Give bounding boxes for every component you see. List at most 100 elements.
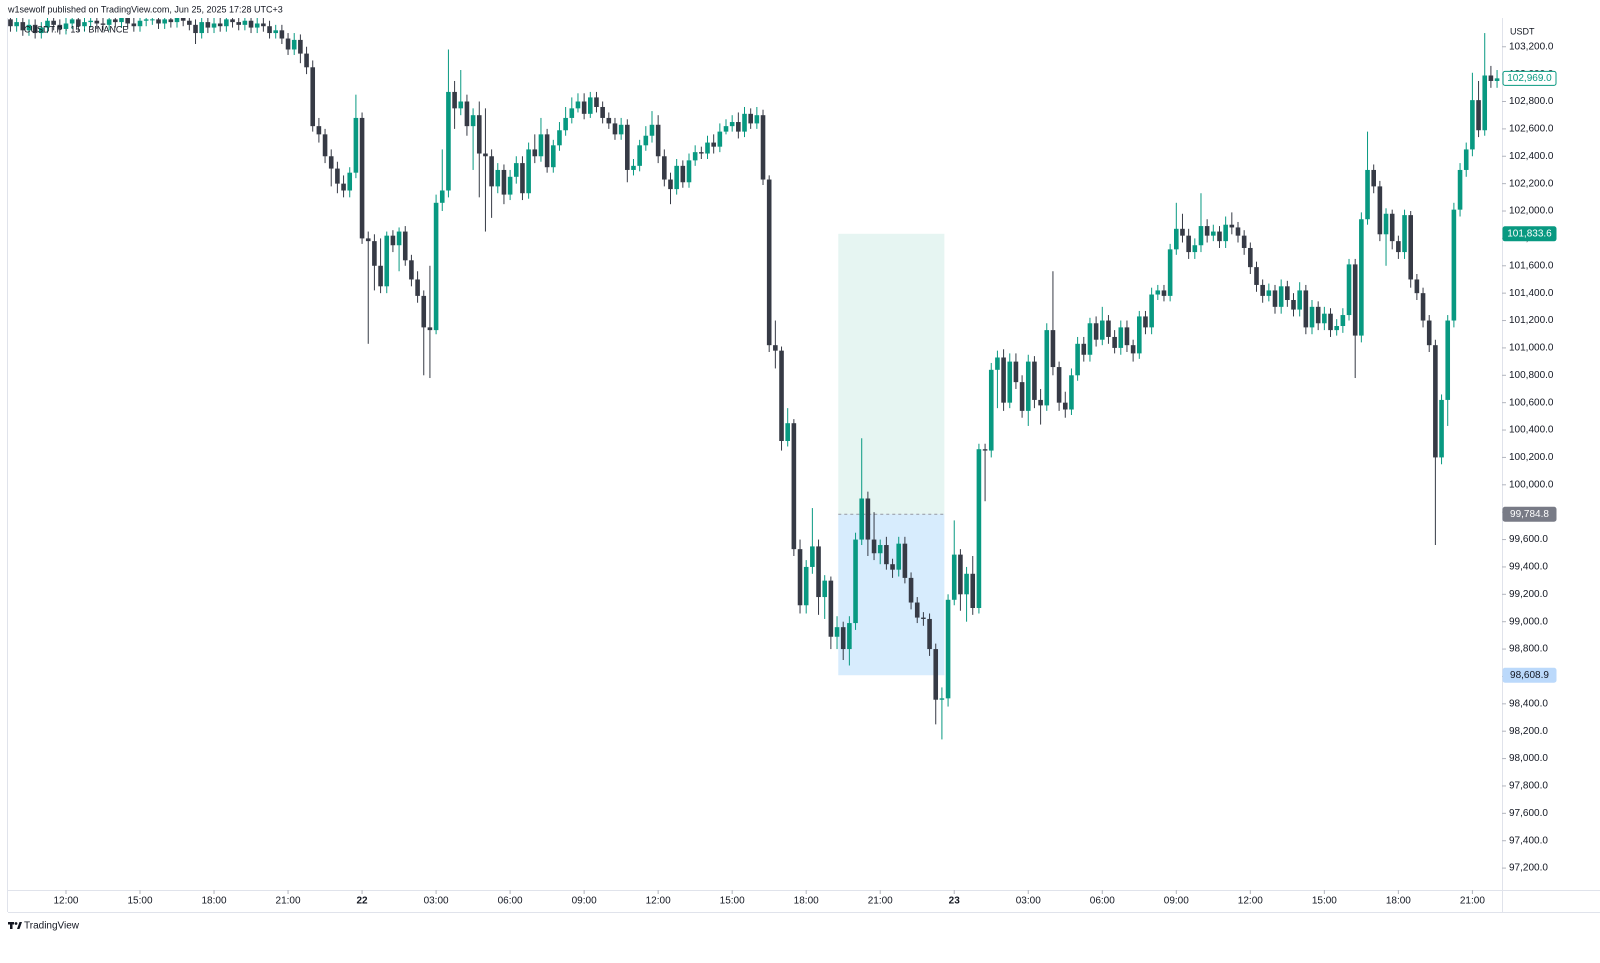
x-tick-label: 23 bbox=[949, 896, 961, 907]
candle-body bbox=[1217, 231, 1222, 242]
candle-body bbox=[1439, 399, 1444, 458]
candle-body bbox=[8, 19, 13, 27]
candle-body bbox=[1044, 330, 1050, 406]
candle-body bbox=[168, 19, 174, 23]
candle-body bbox=[729, 122, 735, 127]
candle-body bbox=[513, 163, 519, 177]
last-price-label-box bbox=[1502, 70, 1557, 86]
candle-body bbox=[914, 602, 920, 618]
candle-body bbox=[1322, 313, 1327, 324]
stop-price-label: 98,608.9 bbox=[1510, 670, 1549, 681]
candle-body bbox=[834, 627, 840, 637]
candle-body bbox=[1482, 75, 1488, 131]
x-tick-label: 09:00 bbox=[572, 896, 597, 907]
candle-body bbox=[1359, 219, 1364, 336]
candle-body bbox=[1143, 316, 1148, 328]
candle-body bbox=[588, 97, 593, 114]
target-price-label-box bbox=[1502, 226, 1557, 242]
candle-body bbox=[304, 53, 309, 68]
candle-body bbox=[347, 172, 353, 191]
y-tick-label: 101,200.0 bbox=[1509, 315, 1554, 326]
candle-body bbox=[988, 369, 994, 451]
candle-body bbox=[1488, 75, 1494, 81]
candle-body bbox=[1315, 306, 1321, 324]
candle-body bbox=[964, 573, 969, 595]
candle-body bbox=[409, 260, 414, 280]
candle-body bbox=[57, 24, 63, 29]
x-tick-label: 06:00 bbox=[1090, 896, 1115, 907]
x-tick-label: 03:00 bbox=[424, 896, 449, 907]
candle-body bbox=[421, 295, 427, 328]
candle-body bbox=[810, 546, 815, 567]
candle-body bbox=[402, 231, 408, 261]
candle-body bbox=[113, 19, 118, 23]
candle-body bbox=[224, 19, 229, 27]
candle-body bbox=[569, 108, 575, 118]
position-profit-zone bbox=[838, 233, 945, 515]
candle-body bbox=[1285, 286, 1290, 300]
candle-body bbox=[88, 20, 93, 23]
candle-body bbox=[1365, 169, 1370, 220]
candle-body bbox=[1346, 264, 1352, 316]
candle-body bbox=[1470, 100, 1475, 150]
candle-body bbox=[544, 134, 550, 168]
candle-body bbox=[896, 543, 902, 570]
candle-body bbox=[816, 546, 821, 598]
candle-body bbox=[1211, 231, 1216, 236]
candle-body bbox=[298, 39, 303, 54]
candle-body bbox=[359, 117, 365, 239]
candle-body bbox=[970, 573, 976, 609]
candle-body bbox=[557, 130, 562, 146]
candle-body bbox=[717, 131, 723, 147]
candle-body bbox=[45, 20, 50, 28]
plot-area bbox=[8, 18, 1500, 740]
candle-body bbox=[273, 30, 279, 34]
x-tick-label: 12:00 bbox=[53, 896, 78, 907]
candle-body bbox=[20, 22, 26, 31]
candle-body bbox=[63, 23, 69, 29]
candle-body bbox=[803, 566, 809, 606]
candle-body bbox=[538, 134, 544, 157]
candle-body bbox=[1093, 323, 1099, 340]
candle-body bbox=[39, 27, 44, 34]
candle-body bbox=[378, 265, 383, 287]
x-tick-label: 22 bbox=[357, 896, 369, 907]
candle-body bbox=[1130, 345, 1136, 354]
candle-body bbox=[828, 580, 834, 637]
candle-body bbox=[1075, 343, 1080, 376]
y-tick-label: 99,600.0 bbox=[1509, 534, 1548, 545]
candle-body bbox=[82, 22, 87, 27]
candle-body bbox=[840, 627, 846, 650]
candle-body bbox=[754, 115, 760, 124]
candle-body bbox=[637, 145, 642, 166]
published-note: w1sewolf published on TradingView.com, J… bbox=[7, 4, 283, 14]
candle-body bbox=[1186, 235, 1191, 253]
x-tick-label: 21:00 bbox=[868, 896, 893, 907]
candle-body bbox=[1371, 169, 1376, 187]
candle-body bbox=[316, 126, 322, 135]
x-tick-label: 15:00 bbox=[720, 896, 745, 907]
candle-body bbox=[1112, 336, 1117, 348]
y-tick-label: 100,600.0 bbox=[1509, 397, 1554, 408]
candle-body bbox=[1260, 284, 1265, 296]
x-tick-label: 03:00 bbox=[1016, 896, 1041, 907]
logo-stem bbox=[10, 922, 13, 929]
candle-body bbox=[1494, 78, 1500, 81]
y-tick-label: 100,200.0 bbox=[1509, 452, 1554, 463]
candle-body bbox=[563, 117, 568, 131]
x-tick-label: 18:00 bbox=[1386, 896, 1411, 907]
target-price-label: 101,833.6 bbox=[1507, 228, 1552, 239]
candle-body bbox=[939, 698, 945, 700]
y-tick-label: 102,200.0 bbox=[1509, 178, 1554, 189]
candle-body bbox=[131, 23, 137, 27]
candle-body bbox=[279, 30, 285, 39]
candle-body bbox=[495, 169, 501, 187]
y-tick-label: 99,400.0 bbox=[1509, 562, 1548, 573]
candle-body bbox=[1445, 320, 1451, 400]
candle-body bbox=[1278, 286, 1284, 307]
candle-body bbox=[1451, 209, 1457, 321]
candle-body bbox=[1161, 290, 1167, 296]
candle-body bbox=[699, 152, 704, 154]
symbol-title: CUSDT.P · 15 · BINANCE bbox=[24, 24, 128, 34]
candle-body bbox=[1050, 330, 1056, 368]
